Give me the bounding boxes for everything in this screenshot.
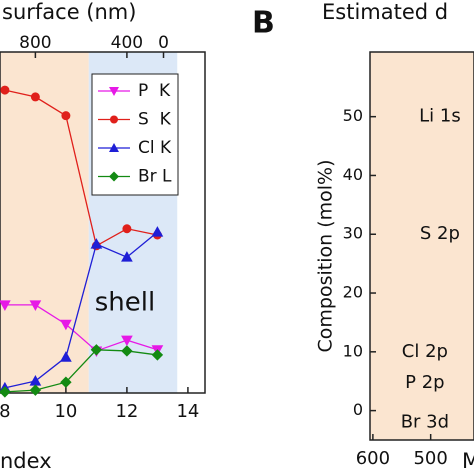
point	[0, 300, 11, 311]
y-tick-label: 10	[343, 341, 363, 360]
x-tick-label: 500	[413, 448, 447, 469]
panel: 600 500 0 10 20 30 40 50 Estimated d B M Compositio…	[252, 0, 474, 473]
point	[61, 111, 71, 121]
point	[29, 384, 42, 396]
y-axis-label: Composition (mol%)	[315, 160, 337, 353]
y-tick-label: 40	[343, 165, 363, 184]
x-tick-label: 14	[176, 401, 199, 422]
panel: shell 8 10 12 14 800 400 0 surface (nm) ndex P K S …	[0, 0, 206, 473]
annotation: P 2p	[405, 372, 444, 393]
annotation: Cl 2p	[402, 341, 448, 362]
point	[90, 344, 103, 356]
legend-box	[91, 73, 179, 196]
y-tick-label: 50	[343, 106, 363, 125]
legend-label: S K	[138, 110, 172, 130]
annotation: Br 3d	[401, 411, 449, 432]
legend-marker	[109, 87, 119, 96]
point	[0, 386, 11, 398]
annotation: S 2p	[420, 223, 460, 244]
x-tick-label: 12	[115, 401, 138, 422]
point	[29, 300, 42, 311]
region-label: shell	[95, 288, 155, 318]
plot-frame	[0, 51, 206, 394]
x-axis-label: M	[462, 449, 474, 473]
point	[60, 319, 72, 331]
x-tick-label: 10	[54, 401, 77, 422]
point	[90, 238, 103, 249]
plot-background	[370, 52, 474, 440]
legend-marker	[109, 171, 119, 182]
top-tick-label: 800	[19, 33, 51, 53]
point	[151, 226, 164, 237]
point	[121, 335, 133, 347]
point	[121, 251, 133, 262]
point	[121, 345, 133, 357]
series-line	[4, 89, 158, 247]
y-tick-label: 20	[343, 283, 363, 302]
x-axis-label: ndex	[0, 449, 52, 473]
legend-label: Cl K	[138, 138, 172, 158]
chart-title: Estimated d	[322, 0, 448, 24]
region	[0, 52, 89, 393]
y-tick-label: 30	[343, 224, 363, 243]
x-tick-label: 600	[356, 448, 390, 469]
top-tick-label: 400	[111, 33, 143, 53]
y-tick-label: 0	[353, 400, 363, 419]
series-line	[4, 231, 158, 389]
x-tick-label: 8	[0, 401, 11, 422]
point	[151, 349, 164, 361]
panel-label: B	[252, 6, 275, 41]
series-line	[4, 304, 158, 352]
point	[0, 85, 10, 95]
legend-label: Br L	[138, 167, 172, 187]
point	[60, 376, 72, 388]
legend-marker	[109, 143, 119, 152]
point	[60, 351, 72, 362]
chart-title: surface (nm)	[2, 0, 136, 24]
point	[122, 224, 132, 234]
top-tick-label: 0	[158, 33, 169, 53]
legend-label: P K	[138, 81, 171, 101]
legend-marker	[110, 115, 118, 124]
annotation: Li 1s	[419, 106, 461, 127]
plot-frame	[369, 51, 474, 441]
point	[30, 92, 40, 102]
